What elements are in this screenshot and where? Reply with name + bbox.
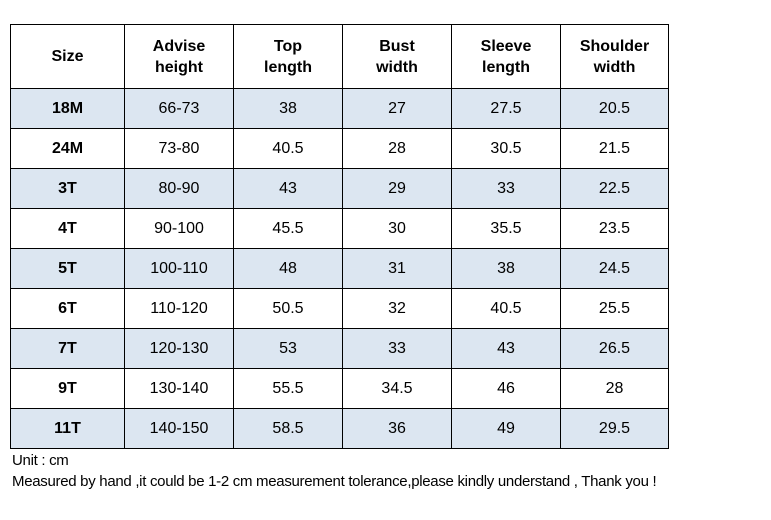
table-row: 4T 90-100 45.5 30 35.5 23.5 (10, 208, 669, 249)
table-row: 5T 100-110 48 31 38 24.5 (10, 248, 669, 289)
value-cell: 130-140 (124, 368, 234, 409)
value-cell: 30 (342, 208, 452, 249)
value-cell: 33 (342, 328, 452, 369)
value-cell: 53 (233, 328, 343, 369)
value-cell: 48 (233, 248, 343, 289)
value-cell: 23.5 (560, 208, 669, 249)
header-cell: Top length (233, 24, 343, 89)
value-cell: 58.5 (233, 408, 343, 449)
value-cell: 32 (342, 288, 452, 329)
value-cell: 24.5 (560, 248, 669, 289)
value-cell: 140-150 (124, 408, 234, 449)
value-cell: 29 (342, 168, 452, 209)
value-cell: 45.5 (233, 208, 343, 249)
table-row: 18M 66-73 38 27 27.5 20.5 (10, 88, 669, 129)
header-cell: Bust width (342, 24, 452, 89)
value-cell: 38 (233, 88, 343, 129)
value-cell: 100-110 (124, 248, 234, 289)
size-table: Size Advise height Top length Bust width Sle… (10, 24, 669, 449)
value-cell: 38 (451, 248, 561, 289)
value-cell: 50.5 (233, 288, 343, 329)
value-cell: 20.5 (560, 88, 669, 129)
value-cell: 25.5 (560, 288, 669, 329)
value-cell: 28 (342, 128, 452, 169)
note: Measured by hand ,it could be 1-2 cm mea… (12, 473, 657, 490)
value-cell: 40.5 (451, 288, 561, 329)
value-cell: 36 (342, 408, 452, 449)
size-cell: 24M (10, 128, 125, 169)
notes: Unit : cm Measured by hand ,it could be 1… (12, 450, 657, 492)
header-text: Size (51, 48, 84, 65)
value-cell: 30.5 (451, 128, 561, 169)
header-text: Bust width (376, 37, 418, 76)
value-cell: 34.5 (342, 368, 452, 409)
value-cell: 33 (451, 168, 561, 209)
size-cell: 6T (10, 288, 125, 329)
header-text: Advise height (152, 37, 206, 76)
value-cell: 21.5 (560, 128, 669, 169)
header-cell: Advise height (124, 24, 234, 89)
value-cell: 40.5 (233, 128, 343, 169)
table-row: 6T 110-120 50.5 32 40.5 25.5 (10, 288, 669, 329)
value-cell: 66-73 (124, 88, 234, 129)
size-cell: 3T (10, 168, 125, 209)
header-text: Shoulder width (579, 37, 650, 76)
header-cell: Size (10, 24, 125, 89)
value-cell: 46 (451, 368, 561, 409)
value-cell: 29.5 (560, 408, 669, 449)
value-cell: 27 (342, 88, 452, 129)
value-cell: 120-130 (124, 328, 234, 369)
header-cell: Shoulder width (560, 24, 669, 89)
table-body: 18M 66-73 38 27 27.5 20.5 24M 73-80 40.5 28 30.5 21… (10, 88, 669, 449)
table-row: 7T 120-130 53 33 43 26.5 (10, 328, 669, 369)
value-cell: 26.5 (560, 328, 669, 369)
size-cell: 11T (10, 408, 125, 449)
value-cell: 35.5 (451, 208, 561, 249)
table-row: 9T 130-140 55.5 34.5 46 28 (10, 368, 669, 409)
size-cell: 18M (10, 88, 125, 129)
table-row: 11T 140-150 58.5 36 49 29.5 (10, 408, 669, 449)
value-cell: 28 (560, 368, 669, 409)
size-cell: 7T (10, 328, 125, 369)
value-cell: 80-90 (124, 168, 234, 209)
note: Unit : cm (12, 452, 69, 469)
value-cell: 90-100 (124, 208, 234, 249)
header-text: Top length (264, 37, 312, 76)
size-cell: 9T (10, 368, 125, 409)
value-cell: 110-120 (124, 288, 234, 329)
size-cell: 5T (10, 248, 125, 289)
table-row: 24M 73-80 40.5 28 30.5 21.5 (10, 128, 669, 169)
value-cell: 27.5 (451, 88, 561, 129)
value-cell: 55.5 (233, 368, 343, 409)
value-cell: 31 (342, 248, 452, 289)
size-cell: 4T (10, 208, 125, 249)
header-text: Sleeve length (480, 37, 532, 76)
value-cell: 43 (233, 168, 343, 209)
value-cell: 43 (451, 328, 561, 369)
table-row: 3T 80-90 43 29 33 22.5 (10, 168, 669, 209)
value-cell: 22.5 (560, 168, 669, 209)
header-row: Size Advise height Top length Bust width Sle… (10, 24, 669, 89)
value-cell: 49 (451, 408, 561, 449)
header-cell: Sleeve length (451, 24, 561, 89)
value-cell: 73-80 (124, 128, 234, 169)
